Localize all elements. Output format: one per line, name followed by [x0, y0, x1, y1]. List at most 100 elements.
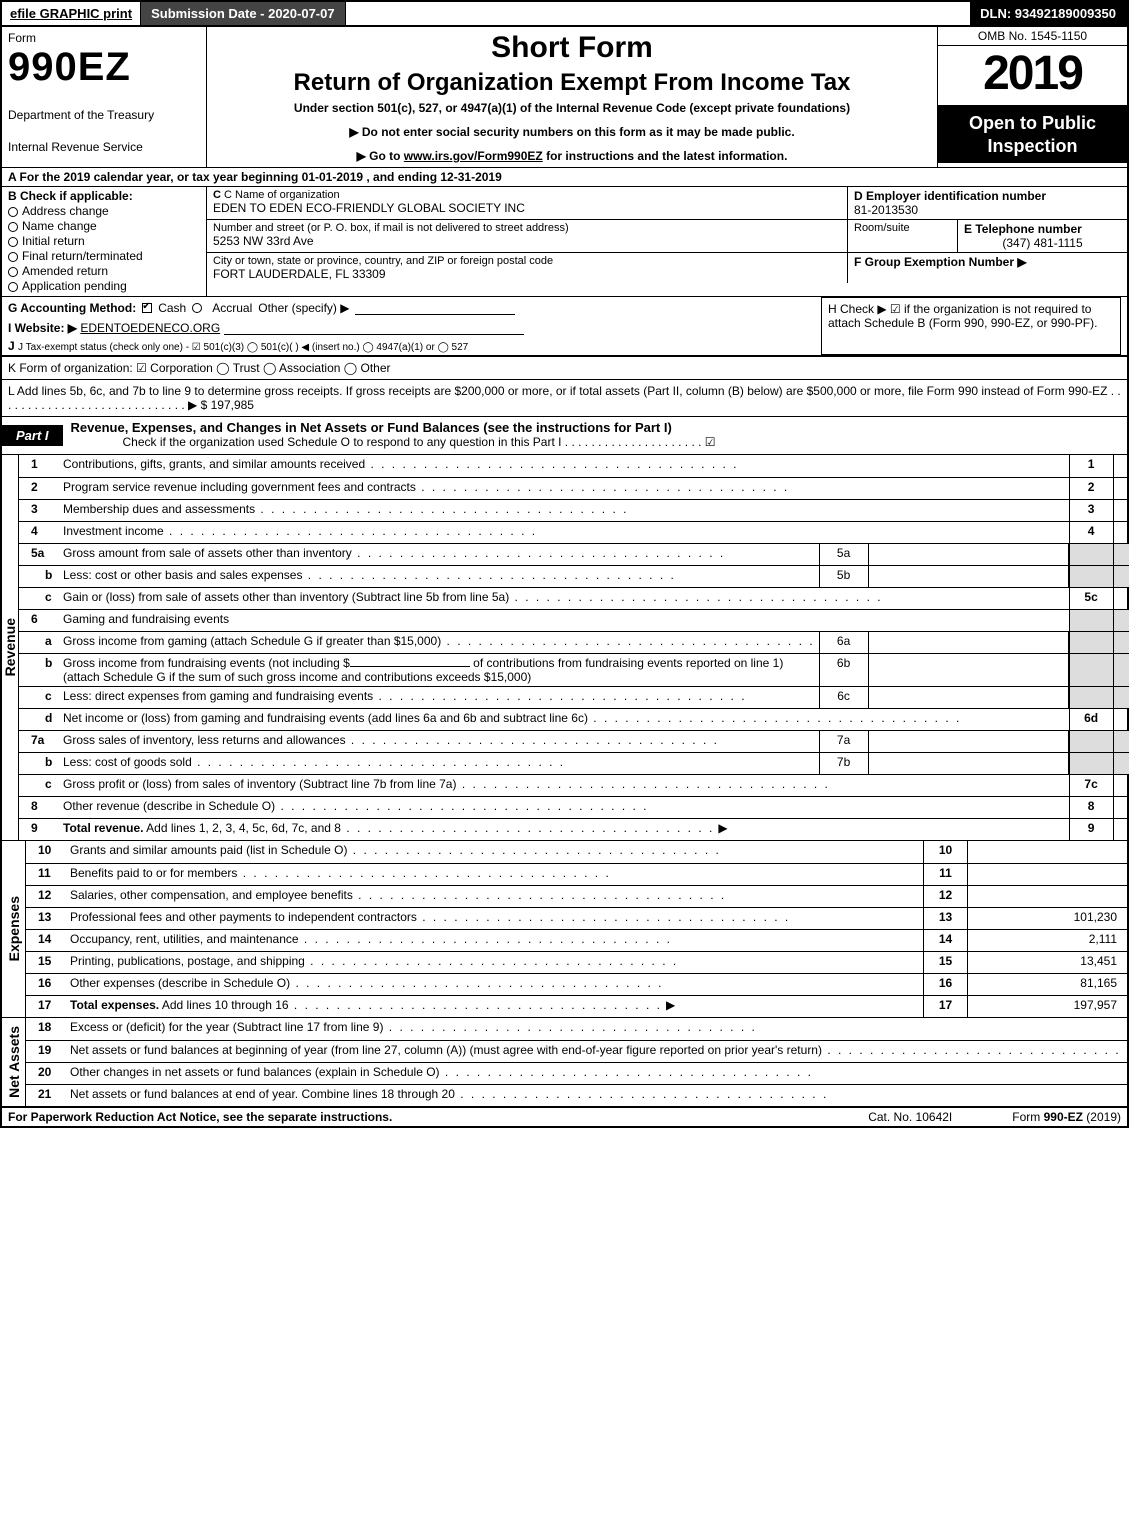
line-num: 14 [26, 930, 66, 951]
inner-box-value[interactable] [869, 731, 1069, 752]
h-text: H Check ▶ ☑ if the organization is not r… [828, 302, 1097, 330]
box-val: 15,210 [1113, 500, 1129, 521]
tax-year: 2019 [938, 46, 1127, 106]
inner-box-label: 6a [819, 632, 869, 653]
line-desc: Salaries, other compensation, and employ… [66, 886, 923, 907]
inner-box-value[interactable] [869, 632, 1069, 653]
line-num: 17 [26, 996, 66, 1017]
inner-box-value[interactable] [869, 654, 1069, 686]
line-desc: Net assets or fund balances at end of ye… [66, 1085, 1129, 1106]
c-street-block: Number and street (or P. O. box, if mail… [207, 220, 847, 252]
box-num [1069, 632, 1113, 653]
line-desc: Net income or (loss) from gaming and fun… [59, 709, 1069, 730]
line-num: 4 [19, 522, 59, 543]
line-num: 3 [19, 500, 59, 521]
box-val [1113, 588, 1129, 609]
c-name-block: C C Name of organization EDEN TO EDEN EC… [207, 187, 847, 219]
line-num: 8 [19, 797, 59, 818]
revenue-section: Revenue 1Contributions, gifts, grants, a… [2, 455, 1127, 841]
efile-graphic-print[interactable]: efile GRAPHIC print [2, 2, 141, 25]
form-header: Form 990EZ Department of the Treasury In… [2, 27, 1127, 168]
i-label: I Website: ▶ [8, 321, 77, 335]
box-num: 2 [1069, 478, 1113, 499]
e-phone: (347) 481-1115 [964, 236, 1121, 250]
line-desc: Program service revenue including govern… [59, 478, 1069, 499]
inner-box-value[interactable] [869, 753, 1069, 774]
box-val: 42,540 [1113, 478, 1129, 499]
return-title: Return of Organization Exempt From Incom… [215, 69, 929, 97]
line-desc: Excess or (deficit) for the year (Subtra… [66, 1018, 1129, 1040]
box-val [1113, 566, 1129, 587]
box-num: 6d [1069, 709, 1113, 730]
submission-date: Submission Date - 2020-07-07 [141, 2, 346, 25]
box-val [1113, 632, 1129, 653]
line-6c: cLess: direct expenses from gaming and f… [19, 686, 1129, 708]
box-num [1069, 753, 1113, 774]
line-5b: bLess: cost or other basis and sales exp… [19, 565, 1129, 587]
box-val [1113, 654, 1129, 686]
line-15: 15Printing, publications, postage, and s… [26, 951, 1127, 973]
column-b: B Check if applicable: Address change Na… [2, 187, 207, 296]
line-desc: Investment income [59, 522, 1069, 543]
d-label: D Employer identification number [854, 189, 1046, 203]
line-num: d [19, 709, 59, 730]
line-desc: Grants and similar amounts paid (list in… [66, 841, 923, 863]
line-desc: Gross profit or (loss) from sales of inv… [59, 775, 1069, 796]
g-accrual-check[interactable] [192, 303, 202, 313]
b-amended-return[interactable]: Amended return [8, 264, 200, 278]
b-address-change[interactable]: Address change [8, 204, 200, 218]
inner-box-label: 7a [819, 731, 869, 752]
g-cash-check[interactable] [142, 303, 152, 313]
irs-link[interactable]: www.irs.gov/Form990EZ [404, 149, 543, 163]
line-5c: cGain or (loss) from sale of assets othe… [19, 587, 1129, 609]
part-1-label: Part I [2, 425, 63, 446]
inner-box-value[interactable] [869, 566, 1069, 587]
footer-formref: Form 990-EZ (2019) [1012, 1110, 1121, 1124]
line-desc: Less: cost of goods sold [59, 753, 819, 774]
line-desc: Professional fees and other payments to … [66, 908, 923, 929]
expenses-vlabel: Expenses [2, 841, 26, 1017]
g-accrual: Accrual [212, 301, 252, 315]
part-1-check: Check if the organization used Schedule … [71, 435, 1119, 451]
c-city-label: City or town, state or province, country… [213, 255, 841, 267]
line-6a: aGross income from gaming (attach Schedu… [19, 631, 1129, 653]
inner-box-value[interactable] [869, 687, 1069, 708]
box-val: 101,230 [967, 908, 1127, 929]
line-6d: dNet income or (loss) from gaming and fu… [19, 708, 1129, 730]
goto-post: for instructions and the latest informat… [543, 149, 788, 163]
block-bcdef: B Check if applicable: Address change Na… [2, 187, 1127, 297]
line-num: 21 [26, 1085, 66, 1106]
box-num: 13 [923, 908, 967, 929]
line-k: K Form of organization: ☑ Corporation ◯ … [2, 356, 1127, 380]
box-val [967, 886, 1127, 907]
line-num: 20 [26, 1063, 66, 1084]
b-name-change[interactable]: Name change [8, 219, 200, 233]
line-19: 19Net assets or fund balances at beginni… [26, 1040, 1129, 1062]
org-city: FORT LAUDERDALE, FL 33309 [213, 267, 841, 281]
line-18: 18Excess or (deficit) for the year (Subt… [26, 1018, 1129, 1040]
inner-box-label: 7b [819, 753, 869, 774]
b-final-return[interactable]: Final return/terminated [8, 249, 200, 263]
c-street-label: Number and street (or P. O. box, if mail… [213, 222, 841, 234]
d-ein-block: D Employer identification number 81-2013… [847, 187, 1127, 219]
g-other-input[interactable] [355, 301, 515, 315]
line-11: 11Benefits paid to or for members11 [26, 863, 1127, 885]
box-num [1069, 566, 1113, 587]
box-val: 197,985 [1113, 819, 1129, 840]
b-initial-return[interactable]: Initial return [8, 234, 200, 248]
b-application-pending[interactable]: Application pending [8, 279, 200, 293]
box-val [1113, 709, 1129, 730]
form-page: efile GRAPHIC print Submission Date - 20… [0, 0, 1129, 1128]
box-num: 3 [1069, 500, 1113, 521]
inner-box-value[interactable] [869, 544, 1069, 565]
line-desc: Less: cost or other basis and sales expe… [59, 566, 819, 587]
line-desc: Gross income from fundraising events (no… [59, 654, 819, 686]
netassets-vlabel: Net Assets [2, 1018, 26, 1106]
line-num: 9 [19, 819, 59, 840]
line-17: 17Total expenses. Add lines 10 through 1… [26, 995, 1127, 1017]
box-num: 8 [1069, 797, 1113, 818]
box-val: 13,451 [967, 952, 1127, 973]
line-9: 9Total revenue. Add lines 1, 2, 3, 4, 5c… [19, 818, 1129, 840]
website-value[interactable]: EDENTOEDENECO.ORG [80, 321, 220, 335]
footer-notice: For Paperwork Reduction Act Notice, see … [8, 1110, 392, 1124]
